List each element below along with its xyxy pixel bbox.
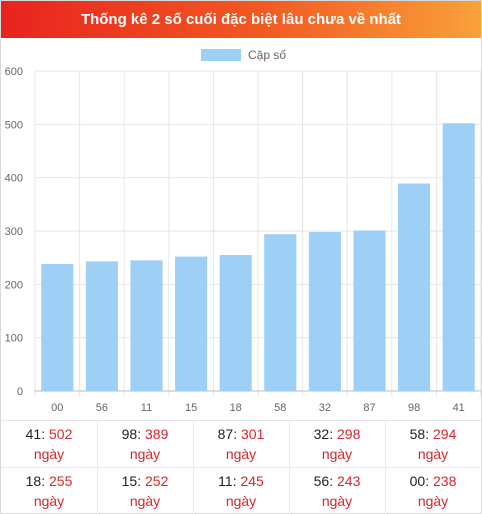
stat-unit: ngày [33,493,65,509]
stat-colon: : [232,473,241,489]
stat-number: 11 [218,473,233,489]
x-tick-label: 11 [141,402,152,414]
y-tick-label: 0 [17,386,23,398]
stat-colon: : [41,426,49,442]
bar[interactable] [353,230,386,391]
stat-colon: : [329,473,337,489]
x-tick-label: 00 [51,402,63,414]
stat-number: 87 [217,426,234,442]
y-tick-label: 600 [5,66,23,78]
stat-unit: ngày [225,493,257,509]
bar[interactable] [219,255,252,391]
stat-colon: : [425,473,433,489]
stat-days-value: 245 [240,473,264,489]
bar[interactable] [175,256,208,391]
stat-number: 32 [313,426,330,442]
stat-cell: 56: 243 ngày [289,468,385,514]
stat-unit: ngày [321,493,353,509]
bar-chart: Cặp số 0 100 200 300 400 500 600 00 56 11 15 18 58 32… [5,48,481,414]
stat-unit: ngày [225,446,257,462]
stat-days-value: 252 [145,473,169,489]
x-tick-label: 56 [96,402,108,414]
stat-unit: ngày [417,493,449,509]
stat-colon: : [137,426,145,442]
stats-table: 41: 502 ngày 98: 389 ngày 87: 301 ngày 32: 298… [1,420,481,514]
y-tick-label: 400 [5,173,23,185]
column-divider [97,421,98,514]
stat-unit: ngày [321,446,353,462]
stat-days-value: 502 [49,426,73,442]
bar[interactable] [130,260,163,391]
grid-lines [34,70,481,397]
stat-cell: 15: 252 ngày [97,468,193,514]
stat-days-value: 389 [145,426,169,442]
bar[interactable] [85,261,118,391]
y-tick-label: 300 [5,226,23,238]
x-tick-label: 15 [185,402,197,414]
stat-colon: : [329,426,337,442]
widget-title: Thống kê 2 số cuối đặc biệt lâu chưa về … [1,1,481,38]
stat-unit: ngày [129,493,161,509]
stat-number: 98 [121,426,138,442]
x-tick-label: 32 [319,402,331,414]
stat-number: 58 [409,426,426,442]
stat-cell: 58: 294 ngày [385,421,481,467]
stat-number: 41 [25,426,42,442]
column-divider [289,421,290,514]
y-tick-label: 200 [5,279,23,291]
legend-label: Cặp số [248,48,286,62]
bars [41,123,475,392]
stat-cell: 98: 389 ngày [97,421,193,467]
bar[interactable] [41,264,74,391]
bar[interactable] [264,234,297,391]
stat-unit: ngày [33,446,65,462]
column-divider [385,421,386,514]
stat-colon: : [233,426,241,442]
stat-unit: ngày [417,446,449,462]
stat-days-value: 298 [337,426,361,442]
x-tick-label: 87 [363,402,375,414]
stat-cell: 87: 301 ngày [193,421,289,467]
stat-colon: : [137,473,145,489]
stat-cell: 32: 298 ngày [289,421,385,467]
axes: 0 100 200 300 400 500 600 00 56 11 15 18 58 32 87 98 41 [5,66,481,414]
bar[interactable] [442,123,475,392]
x-tick-label: 18 [230,402,242,414]
stat-number: 00 [409,473,426,489]
stat-days-value: 243 [337,473,361,489]
stat-days-value: 238 [433,473,457,489]
stat-cell: 00: 238 ngày [385,468,481,514]
row-divider [1,467,481,468]
stat-number: 18 [25,473,42,489]
legend-swatch [201,49,241,61]
bar[interactable] [308,232,341,391]
stat-unit: ngày [129,446,161,462]
stat-colon: : [41,473,49,489]
stat-number: 15 [121,473,138,489]
stat-days-value: 255 [49,473,73,489]
column-divider [193,421,194,514]
stat-days-value: 301 [241,426,265,442]
stat-cell: 41: 502 ngày [1,421,97,467]
x-tick-label: 98 [408,402,420,414]
x-tick-label: 58 [274,402,286,414]
stat-days-value: 294 [433,426,457,442]
stat-colon: : [425,426,433,442]
y-tick-label: 500 [5,119,23,131]
legend: Cặp số [201,48,286,62]
x-tick-label: 41 [453,402,465,414]
stat-cell: 18: 255 ngày [1,468,97,514]
y-tick-label: 100 [5,333,23,345]
bar[interactable] [398,183,431,391]
stat-number: 56 [313,473,330,489]
stat-cell: 11: 245 ngày [193,468,289,514]
